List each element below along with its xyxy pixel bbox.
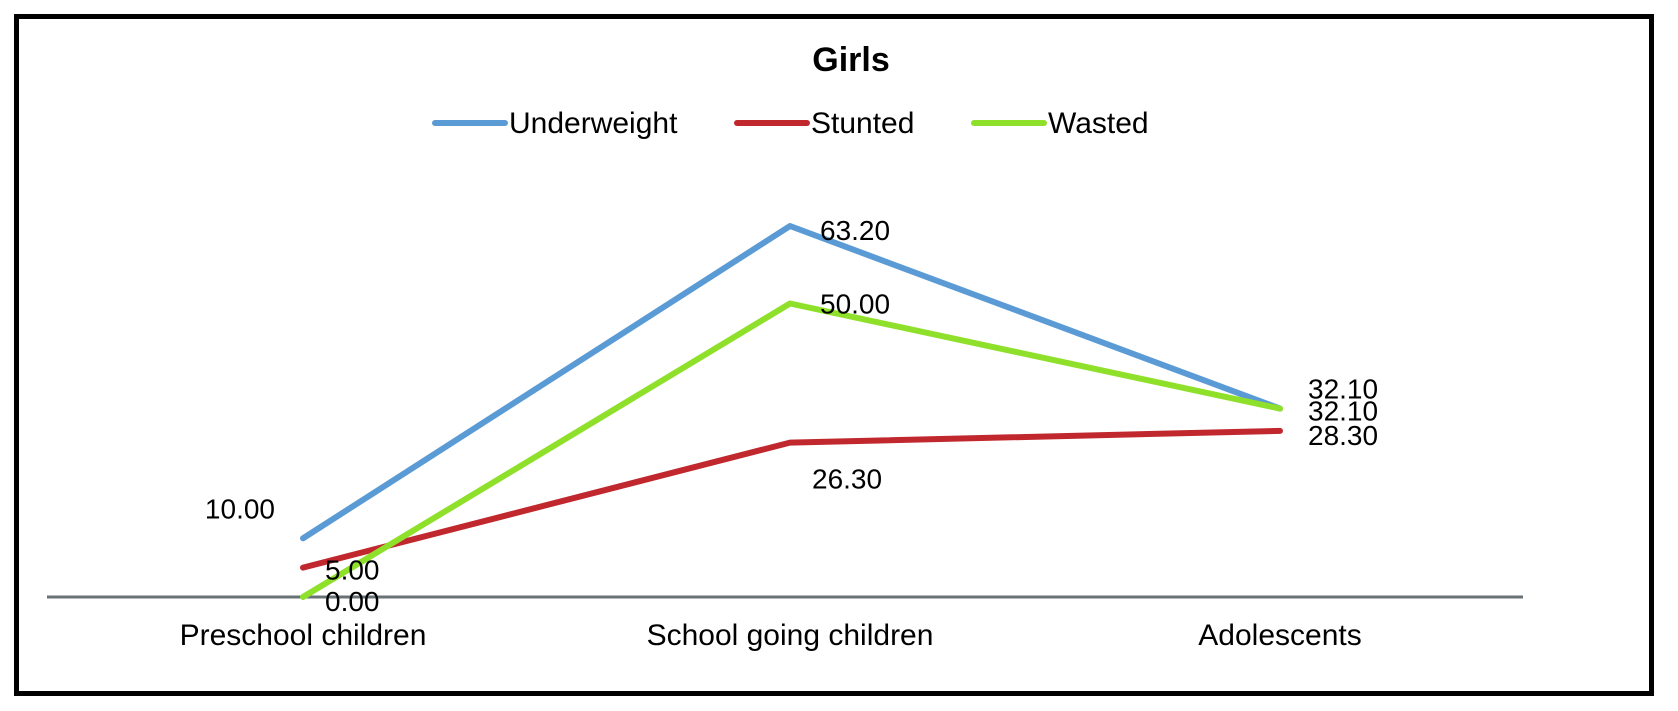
x-tick-label-school-going-children: School going children — [647, 619, 934, 652]
x-axis-tick-labels: Preschool children School going children A… — [180, 619, 1362, 652]
x-tick-label-preschool-children: Preschool children — [180, 619, 427, 652]
series-line-underweight — [300, 223, 1283, 542]
chart-title: Girls — [812, 41, 889, 79]
line-chart: Girls Underweight Stunted Wasted Preschool… — [47, 41, 1523, 652]
data-label-underweight-preschool-children: 10.00 — [205, 493, 275, 524]
series-lines — [300, 223, 1283, 600]
legend: Underweight Stunted Wasted — [432, 107, 1149, 140]
data-label-stunted-school-going-children: 26.30 — [812, 464, 882, 495]
data-label-underweight-school-going-children: 63.20 — [820, 215, 890, 246]
legend-label-stunted: Stunted — [811, 107, 914, 140]
data-label-wasted-school-going-children: 50.00 — [820, 289, 890, 320]
chart-frame: Girls Underweight Stunted Wasted Preschool… — [14, 14, 1654, 696]
data-label-stunted-adolescents: 28.30 — [1308, 420, 1378, 451]
data-labels: 10.00 63.20 32.10 5.00 26.30 28.30 0.00 50.00 32… — [205, 215, 1378, 617]
legend-label-underweight: Underweight — [509, 107, 678, 140]
data-label-wasted-preschool-children: 0.00 — [325, 586, 380, 617]
data-label-underweight-adolescents: 32.10 — [1308, 374, 1378, 405]
data-label-wasted-adolescents: 32.10 — [1308, 396, 1378, 427]
series-line-stunted — [300, 427, 1283, 571]
data-label-stunted-preschool-children: 5.00 — [325, 555, 380, 586]
x-tick-label-adolescents: Adolescents — [1198, 619, 1361, 652]
legend-label-wasted: Wasted — [1048, 107, 1149, 140]
series-line-wasted — [300, 300, 1283, 600]
